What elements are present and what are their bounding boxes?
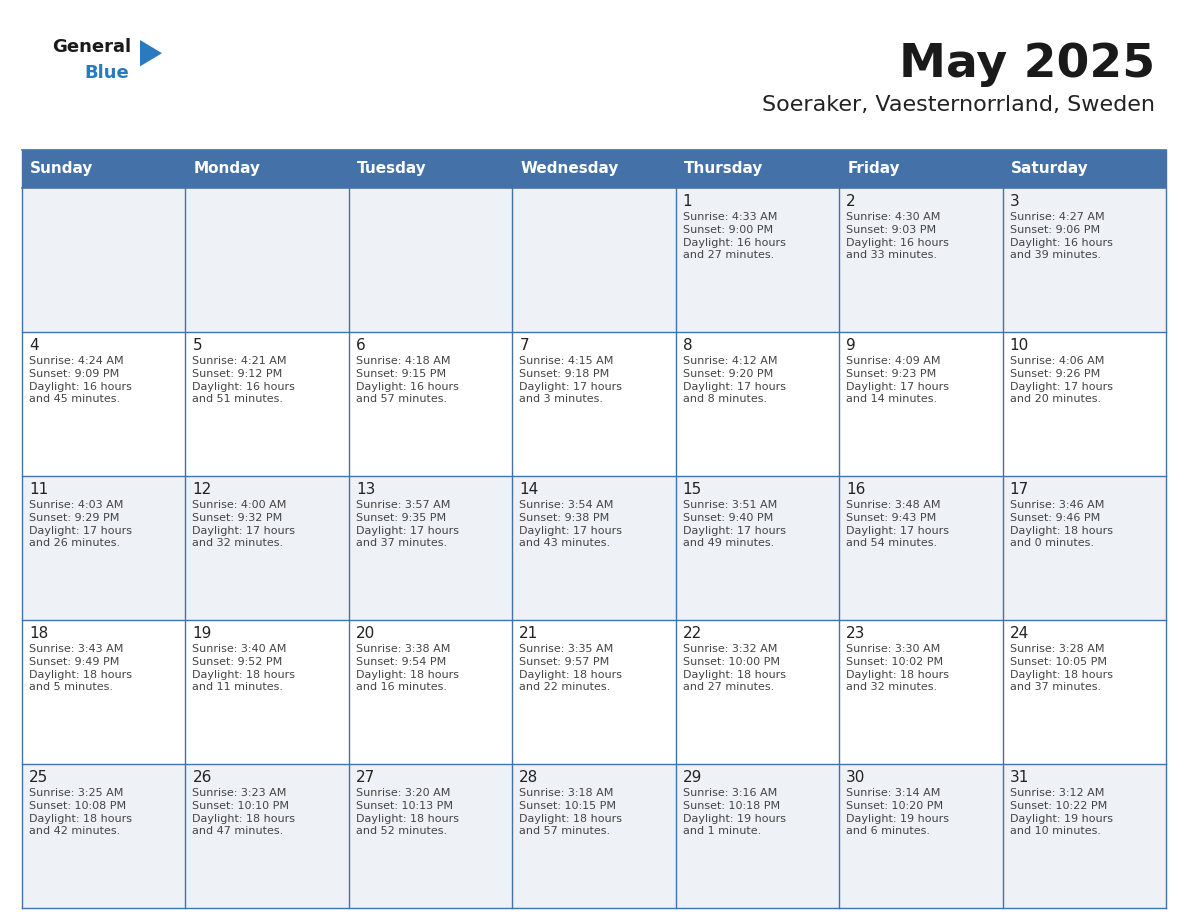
Text: Sunrise: 4:33 AM
Sunset: 9:00 PM
Daylight: 16 hours
and 27 minutes.: Sunrise: 4:33 AM Sunset: 9:00 PM Dayligh… (683, 212, 785, 261)
Text: Tuesday: Tuesday (356, 162, 426, 176)
Text: 3: 3 (1010, 194, 1019, 209)
Text: 5: 5 (192, 338, 202, 353)
Text: Sunrise: 4:30 AM
Sunset: 9:03 PM
Daylight: 16 hours
and 33 minutes.: Sunrise: 4:30 AM Sunset: 9:03 PM Dayligh… (846, 212, 949, 261)
Text: General: General (52, 38, 131, 56)
Text: Sunrise: 3:43 AM
Sunset: 9:49 PM
Daylight: 18 hours
and 5 minutes.: Sunrise: 3:43 AM Sunset: 9:49 PM Dayligh… (29, 644, 132, 692)
Text: Sunrise: 4:03 AM
Sunset: 9:29 PM
Daylight: 17 hours
and 26 minutes.: Sunrise: 4:03 AM Sunset: 9:29 PM Dayligh… (29, 500, 132, 548)
Text: 7: 7 (519, 338, 529, 353)
Text: 18: 18 (29, 626, 49, 641)
Text: Sunrise: 4:00 AM
Sunset: 9:32 PM
Daylight: 17 hours
and 32 minutes.: Sunrise: 4:00 AM Sunset: 9:32 PM Dayligh… (192, 500, 296, 548)
Bar (23, 332, 1165, 476)
Text: Wednesday: Wednesday (520, 162, 619, 176)
Text: 20: 20 (356, 626, 375, 641)
Text: Sunrise: 3:12 AM
Sunset: 10:22 PM
Daylight: 19 hours
and 10 minutes.: Sunrise: 3:12 AM Sunset: 10:22 PM Daylig… (1010, 788, 1113, 836)
Text: Soeraker, Vaesternorrland, Sweden: Soeraker, Vaesternorrland, Sweden (762, 95, 1155, 115)
Text: 19: 19 (192, 626, 211, 641)
Text: 22: 22 (683, 626, 702, 641)
Text: Sunrise: 3:46 AM
Sunset: 9:46 PM
Daylight: 18 hours
and 0 minutes.: Sunrise: 3:46 AM Sunset: 9:46 PM Dayligh… (1010, 500, 1113, 548)
Text: 27: 27 (356, 770, 375, 785)
Text: 13: 13 (356, 482, 375, 497)
Text: 30: 30 (846, 770, 866, 785)
Bar (23, 150, 1165, 188)
Text: Sunrise: 3:28 AM
Sunset: 10:05 PM
Daylight: 18 hours
and 37 minutes.: Sunrise: 3:28 AM Sunset: 10:05 PM Daylig… (1010, 644, 1113, 692)
Text: Sunrise: 3:48 AM
Sunset: 9:43 PM
Daylight: 17 hours
and 54 minutes.: Sunrise: 3:48 AM Sunset: 9:43 PM Dayligh… (846, 500, 949, 548)
Text: Sunrise: 3:14 AM
Sunset: 10:20 PM
Daylight: 19 hours
and 6 minutes.: Sunrise: 3:14 AM Sunset: 10:20 PM Daylig… (846, 788, 949, 836)
Text: Sunrise: 3:54 AM
Sunset: 9:38 PM
Daylight: 17 hours
and 43 minutes.: Sunrise: 3:54 AM Sunset: 9:38 PM Dayligh… (519, 500, 623, 548)
Text: Sunrise: 4:06 AM
Sunset: 9:26 PM
Daylight: 17 hours
and 20 minutes.: Sunrise: 4:06 AM Sunset: 9:26 PM Dayligh… (1010, 356, 1113, 405)
Text: 1: 1 (683, 194, 693, 209)
Text: Sunrise: 3:25 AM
Sunset: 10:08 PM
Daylight: 18 hours
and 42 minutes.: Sunrise: 3:25 AM Sunset: 10:08 PM Daylig… (29, 788, 132, 836)
Text: 6: 6 (356, 338, 366, 353)
Text: 28: 28 (519, 770, 538, 785)
Text: Monday: Monday (194, 162, 260, 176)
Text: Sunday: Sunday (30, 162, 94, 176)
Text: 21: 21 (519, 626, 538, 641)
Text: 12: 12 (192, 482, 211, 497)
Text: 4: 4 (29, 338, 39, 353)
Text: 26: 26 (192, 770, 211, 785)
Text: 11: 11 (29, 482, 49, 497)
Text: Sunrise: 3:51 AM
Sunset: 9:40 PM
Daylight: 17 hours
and 49 minutes.: Sunrise: 3:51 AM Sunset: 9:40 PM Dayligh… (683, 500, 785, 548)
Text: Sunrise: 3:16 AM
Sunset: 10:18 PM
Daylight: 19 hours
and 1 minute.: Sunrise: 3:16 AM Sunset: 10:18 PM Daylig… (683, 788, 785, 836)
Text: Sunrise: 4:24 AM
Sunset: 9:09 PM
Daylight: 16 hours
and 45 minutes.: Sunrise: 4:24 AM Sunset: 9:09 PM Dayligh… (29, 356, 132, 405)
Bar (23, 188, 1165, 332)
Text: Sunrise: 3:57 AM
Sunset: 9:35 PM
Daylight: 17 hours
and 37 minutes.: Sunrise: 3:57 AM Sunset: 9:35 PM Dayligh… (356, 500, 459, 548)
Text: 29: 29 (683, 770, 702, 785)
Text: 14: 14 (519, 482, 538, 497)
Text: Sunrise: 3:20 AM
Sunset: 10:13 PM
Daylight: 18 hours
and 52 minutes.: Sunrise: 3:20 AM Sunset: 10:13 PM Daylig… (356, 788, 459, 836)
Text: Sunrise: 3:23 AM
Sunset: 10:10 PM
Daylight: 18 hours
and 47 minutes.: Sunrise: 3:23 AM Sunset: 10:10 PM Daylig… (192, 788, 296, 836)
Text: Sunrise: 3:35 AM
Sunset: 9:57 PM
Daylight: 18 hours
and 22 minutes.: Sunrise: 3:35 AM Sunset: 9:57 PM Dayligh… (519, 644, 623, 692)
Text: 31: 31 (1010, 770, 1029, 785)
Text: 10: 10 (1010, 338, 1029, 353)
Bar (23, 764, 1165, 908)
Text: Sunrise: 4:12 AM
Sunset: 9:20 PM
Daylight: 17 hours
and 8 minutes.: Sunrise: 4:12 AM Sunset: 9:20 PM Dayligh… (683, 356, 785, 405)
Text: Friday: Friday (847, 162, 899, 176)
Text: Sunrise: 4:09 AM
Sunset: 9:23 PM
Daylight: 17 hours
and 14 minutes.: Sunrise: 4:09 AM Sunset: 9:23 PM Dayligh… (846, 356, 949, 405)
Text: Sunrise: 4:27 AM
Sunset: 9:06 PM
Daylight: 16 hours
and 39 minutes.: Sunrise: 4:27 AM Sunset: 9:06 PM Dayligh… (1010, 212, 1112, 261)
Text: 25: 25 (29, 770, 49, 785)
Polygon shape (140, 40, 162, 66)
Text: 17: 17 (1010, 482, 1029, 497)
Text: Sunrise: 3:40 AM
Sunset: 9:52 PM
Daylight: 18 hours
and 11 minutes.: Sunrise: 3:40 AM Sunset: 9:52 PM Dayligh… (192, 644, 296, 692)
Text: 15: 15 (683, 482, 702, 497)
Text: 8: 8 (683, 338, 693, 353)
Text: 23: 23 (846, 626, 866, 641)
Text: Sunrise: 4:18 AM
Sunset: 9:15 PM
Daylight: 16 hours
and 57 minutes.: Sunrise: 4:18 AM Sunset: 9:15 PM Dayligh… (356, 356, 459, 405)
Text: 9: 9 (846, 338, 855, 353)
Text: 2: 2 (846, 194, 855, 209)
Text: Sunrise: 3:18 AM
Sunset: 10:15 PM
Daylight: 18 hours
and 57 minutes.: Sunrise: 3:18 AM Sunset: 10:15 PM Daylig… (519, 788, 623, 836)
Text: 16: 16 (846, 482, 866, 497)
Text: Sunrise: 3:32 AM
Sunset: 10:00 PM
Daylight: 18 hours
and 27 minutes.: Sunrise: 3:32 AM Sunset: 10:00 PM Daylig… (683, 644, 785, 692)
Text: Blue: Blue (84, 64, 128, 82)
Text: Saturday: Saturday (1011, 162, 1088, 176)
Bar (23, 620, 1165, 764)
Text: Sunrise: 4:15 AM
Sunset: 9:18 PM
Daylight: 17 hours
and 3 minutes.: Sunrise: 4:15 AM Sunset: 9:18 PM Dayligh… (519, 356, 623, 405)
Text: Thursday: Thursday (684, 162, 763, 176)
Text: Sunrise: 4:21 AM
Sunset: 9:12 PM
Daylight: 16 hours
and 51 minutes.: Sunrise: 4:21 AM Sunset: 9:12 PM Dayligh… (192, 356, 296, 405)
Text: Sunrise: 3:30 AM
Sunset: 10:02 PM
Daylight: 18 hours
and 32 minutes.: Sunrise: 3:30 AM Sunset: 10:02 PM Daylig… (846, 644, 949, 692)
Text: 24: 24 (1010, 626, 1029, 641)
Text: May 2025: May 2025 (899, 42, 1155, 87)
Text: Sunrise: 3:38 AM
Sunset: 9:54 PM
Daylight: 18 hours
and 16 minutes.: Sunrise: 3:38 AM Sunset: 9:54 PM Dayligh… (356, 644, 459, 692)
Bar (23, 476, 1165, 620)
